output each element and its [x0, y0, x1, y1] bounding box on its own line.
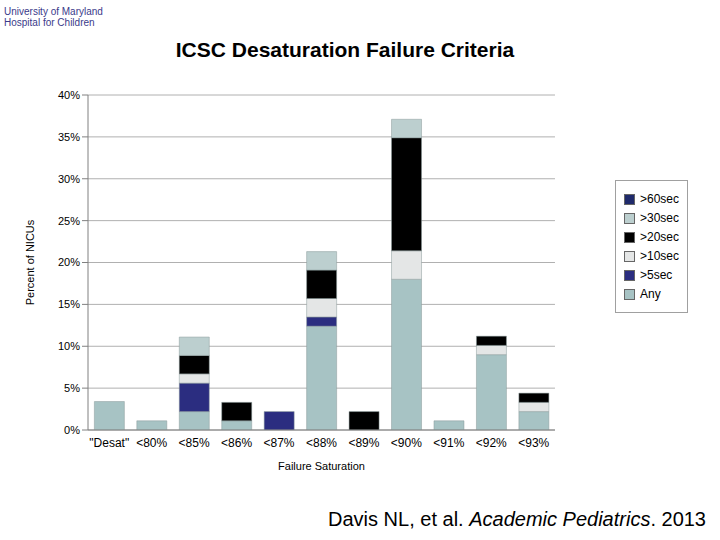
html-text:Davis NL, et al. Academic Pedi: Davis NL, et al. Academic Pediatrics. 20… — [328, 508, 706, 530]
svg-text:<89%: <89% — [348, 436, 379, 450]
html-text:ICSC Desaturation Failure Crit: ICSC Desaturation Failure Criteria — [175, 38, 515, 61]
svg-text:35%: 35% — [58, 131, 80, 143]
svg-text:<92%: <92% — [476, 436, 507, 450]
html-text:University of Maryland Hospita: University of Maryland Hospital for Chil… — [4, 6, 103, 28]
svg-text:<88%: <88% — [306, 436, 337, 450]
svg-text:<90%: <90% — [391, 436, 422, 450]
svg-text:<86%: <86% — [221, 436, 252, 450]
svg-text:0%: 0% — [64, 424, 80, 436]
html-text:>60sec: >60sec — [640, 192, 679, 206]
svg-text:5%: 5% — [64, 382, 80, 394]
svg-text:<91%: <91% — [433, 436, 464, 450]
svg-text:<93%: <93% — [518, 436, 549, 450]
svg-text:20%: 20% — [58, 256, 80, 268]
svg-text:<87%: <87% — [264, 436, 295, 450]
svg-text:<80%: <80% — [136, 436, 167, 450]
svg-text:25%: 25% — [58, 215, 80, 227]
svg-text:30%: 30% — [58, 173, 80, 185]
html-text:>5sec: >5sec — [640, 268, 673, 282]
html-text:>20sec: >20sec — [640, 230, 679, 244]
svg-text:<85%: <85% — [179, 436, 210, 450]
html-text:>10sec: >10sec — [640, 249, 679, 263]
html-text:>30sec: >30sec — [640, 211, 679, 225]
svg-text:10%: 10% — [58, 340, 80, 352]
svg-text:40%: 40% — [58, 89, 80, 101]
html-text:Any: Any — [640, 287, 661, 301]
svg-text:Failure Saturation: Failure Saturation — [278, 460, 365, 472]
svg-text:Percent of NICUs: Percent of NICUs — [24, 219, 36, 305]
svg-text:"Desat": "Desat" — [89, 436, 129, 450]
svg-text:15%: 15% — [58, 298, 80, 310]
